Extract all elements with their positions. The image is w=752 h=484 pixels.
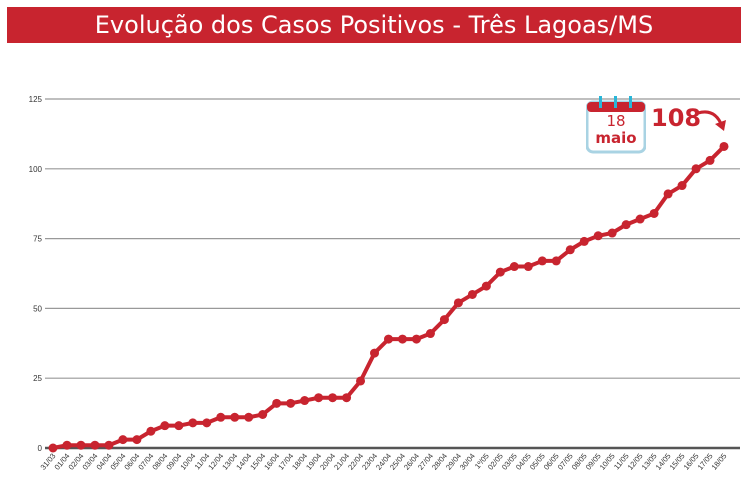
- data-point: [132, 435, 142, 445]
- calendar-icon: 18 maio: [586, 96, 646, 154]
- data-point: [286, 398, 296, 408]
- data-point: [523, 262, 533, 272]
- data-point: [146, 426, 156, 436]
- y-tick-label: 125: [29, 95, 43, 104]
- data-point: [397, 334, 407, 344]
- data-point: [90, 440, 100, 450]
- data-point: [104, 440, 114, 450]
- data-point: [621, 220, 631, 230]
- y-tick-label: 0: [38, 444, 43, 453]
- y-tick-label: 50: [33, 304, 42, 313]
- data-point: [663, 189, 673, 199]
- data-point: [272, 398, 282, 408]
- data-point: [370, 348, 380, 358]
- data-point: [509, 262, 519, 272]
- data-point: [230, 412, 240, 422]
- data-point: [607, 228, 617, 238]
- series-line: [52, 145, 726, 450]
- latest-value-callout: 108: [651, 104, 702, 132]
- data-point: [118, 435, 128, 445]
- data-point: [691, 164, 701, 174]
- x-tick-label: 30/04: [458, 452, 477, 472]
- data-point: [160, 421, 170, 431]
- data-point: [705, 155, 715, 165]
- data-point: [76, 440, 86, 450]
- x-tick-label: 10/05: [598, 452, 617, 472]
- y-tick-label: 75: [33, 235, 42, 244]
- data-point: [453, 298, 463, 308]
- data-point: [677, 181, 687, 191]
- data-point: [537, 256, 547, 266]
- data-point: [356, 376, 366, 386]
- y-tick-label: 25: [33, 374, 42, 383]
- x-tick-label: 18/05: [710, 452, 729, 472]
- data-point: [551, 256, 561, 266]
- data-point: [202, 418, 212, 428]
- data-point: [495, 267, 505, 277]
- data-point: [314, 393, 324, 403]
- data-point: [62, 440, 72, 450]
- data-point: [467, 289, 477, 299]
- calendar-month: maio: [595, 129, 637, 147]
- data-point: [579, 236, 589, 246]
- x-tick-label: 10/04: [178, 452, 197, 472]
- data-point: [188, 418, 198, 428]
- data-point: [328, 393, 338, 403]
- data-point: [300, 396, 310, 406]
- data-point: [481, 281, 491, 291]
- chart-title-banner: Evolução dos Casos Positivos - Três Lago…: [7, 7, 741, 43]
- data-point: [565, 245, 575, 255]
- calendar-day: 18: [606, 112, 626, 130]
- data-point: [649, 208, 659, 218]
- data-point: [342, 393, 352, 403]
- data-point: [635, 214, 645, 224]
- data-point: [48, 443, 58, 453]
- y-tick-label: 100: [29, 165, 43, 174]
- data-point: [719, 141, 729, 151]
- data-point: [174, 421, 184, 431]
- data-point: [593, 231, 603, 241]
- data-point: [439, 315, 449, 325]
- data-point: [258, 409, 268, 419]
- data-point: [244, 412, 254, 422]
- data-point: [425, 329, 435, 339]
- data-point: [384, 334, 393, 344]
- data-point: [411, 334, 421, 344]
- data-point: [216, 412, 226, 422]
